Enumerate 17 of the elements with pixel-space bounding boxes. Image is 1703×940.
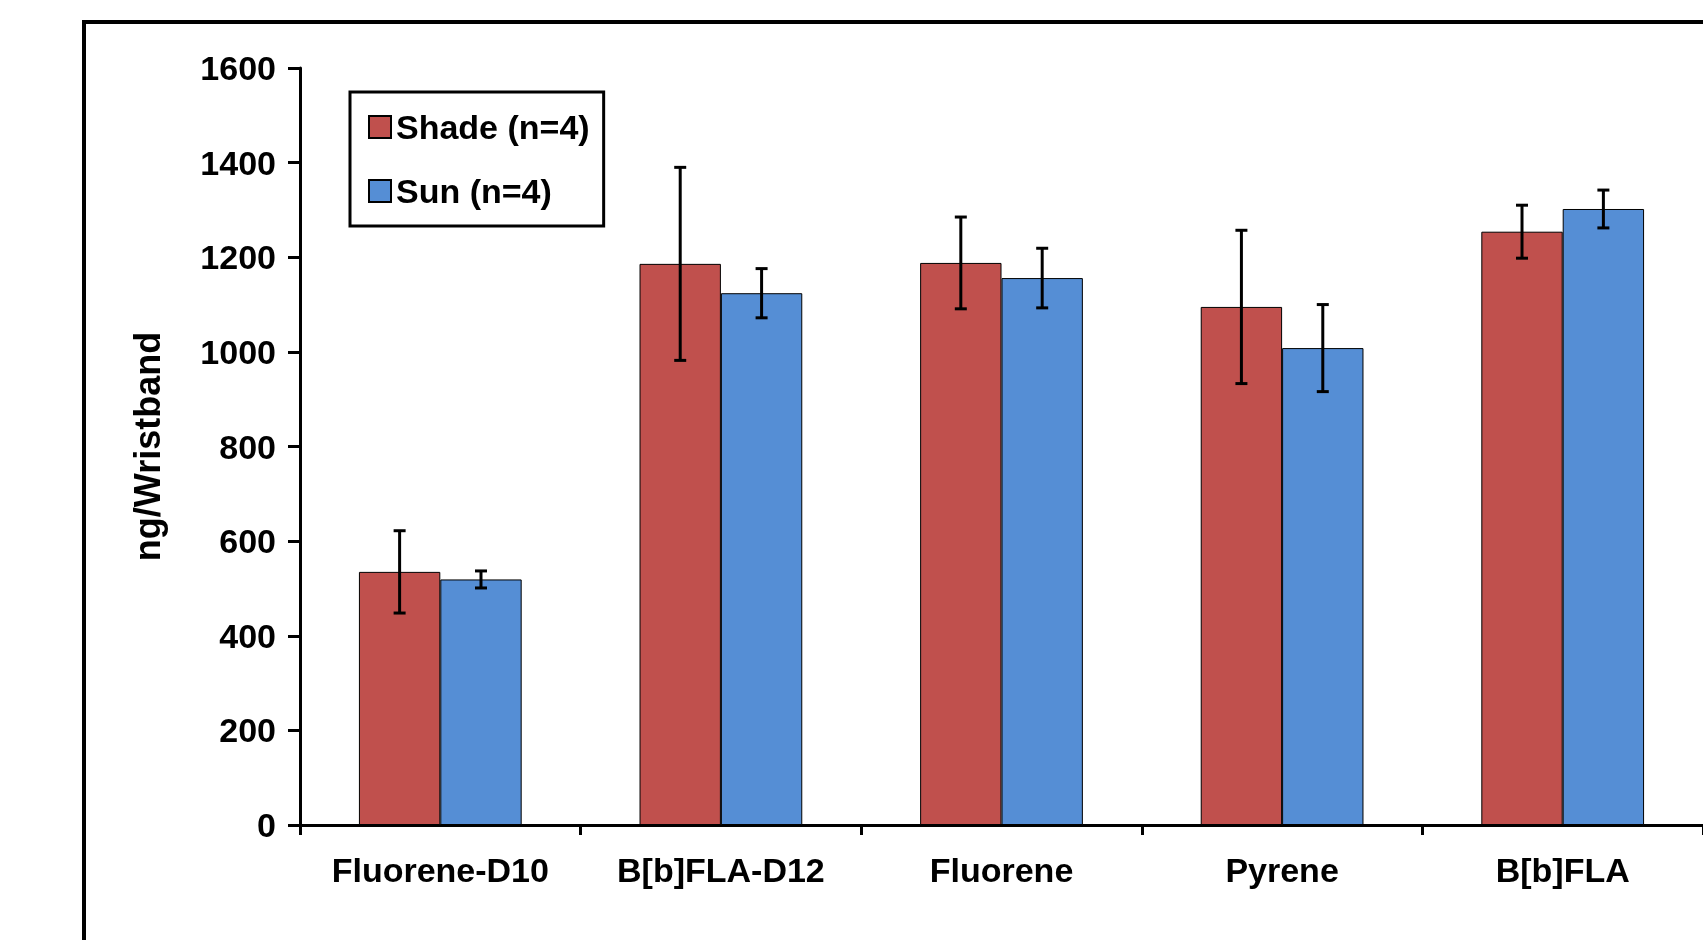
y-axis-title: ng/Wristband [126,331,168,562]
y-tick-label: 1200 [200,238,276,277]
x-tick-label: Fluorene [929,851,1074,889]
y-tick-label: 200 [219,711,276,750]
legend-label: Shade (n=4) [396,108,590,146]
x-tick-label: B[b]FLA [1495,851,1630,889]
y-tick-label: 1000 [200,332,276,371]
x-tick-label: Pyrene [1225,851,1339,889]
y-tick-label: 800 [219,427,276,466]
x-tick-label: Fluorene-D10 [331,851,549,889]
x-tick-label: B[b]FLA-D12 [617,851,825,889]
y-tick-label: 1400 [200,143,276,182]
y-tick-label: 1600 [200,49,276,87]
legend-label: Sun (n=4) [396,172,552,210]
y-tick-label: 600 [219,522,276,561]
y-tick-label: 400 [219,616,276,655]
y-tick-label: 0 [257,806,276,844]
